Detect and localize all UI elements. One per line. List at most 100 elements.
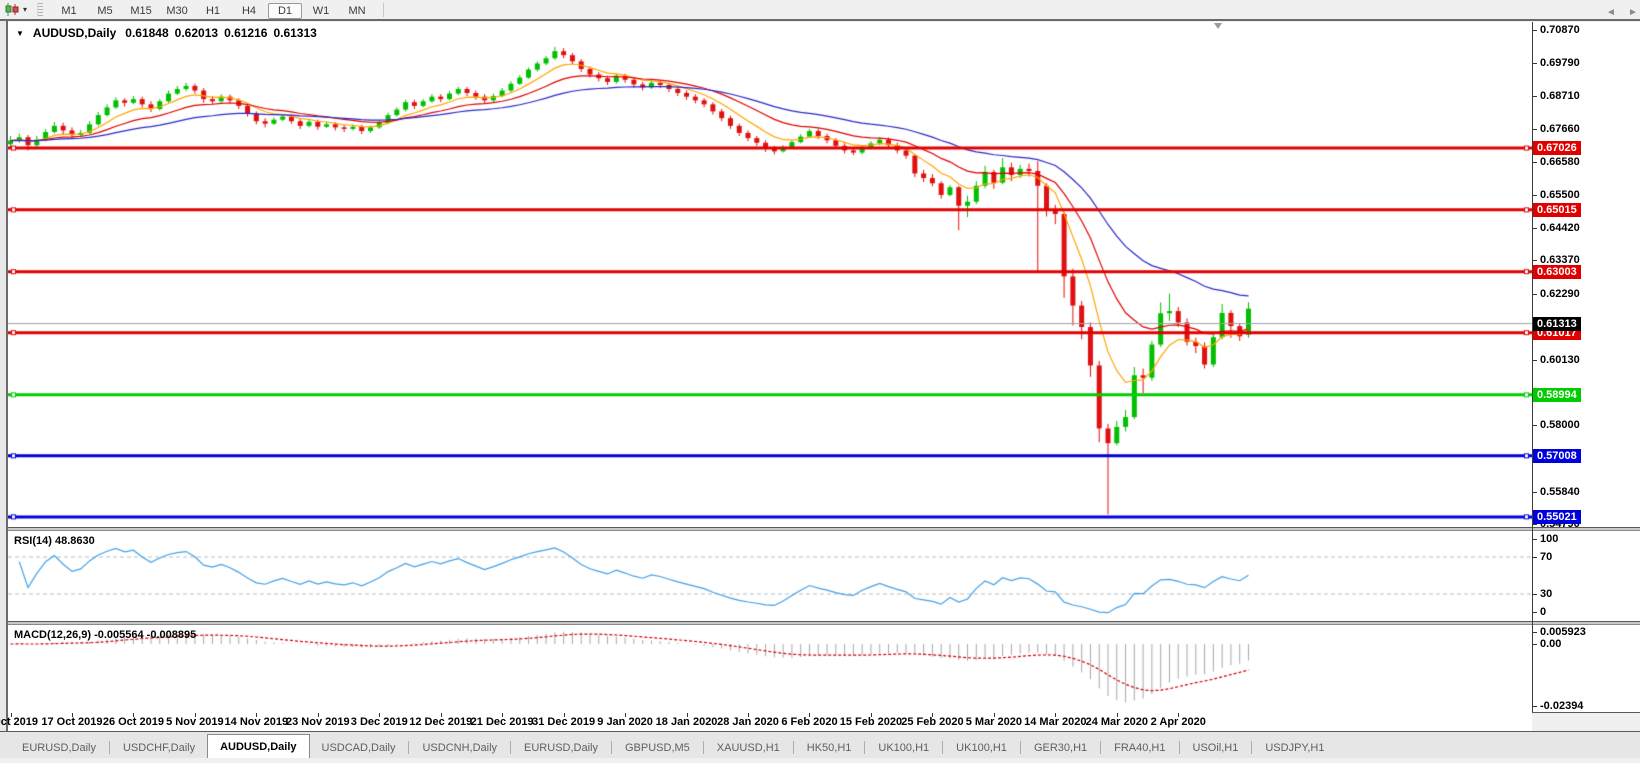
window-border-top: [0, 19, 1640, 21]
tab-separator: [1019, 741, 1021, 754]
time-axis-label: 14 Nov 2019: [224, 716, 289, 728]
time-axis-label: 15 Feb 2020: [839, 716, 903, 728]
timeframe-button-m5[interactable]: M5: [97, 4, 113, 17]
tab-usdchf-daily[interactable]: USDCHF,Daily: [122, 741, 196, 754]
price-tick: [1532, 128, 1537, 130]
price-level-tag: 0.58994: [1533, 387, 1581, 402]
tab-scroll-left-icon[interactable]: ◄: [1606, 7, 1616, 18]
time-axis-label: 12 Dec 2019: [409, 716, 473, 728]
time-tick: [686, 713, 688, 717]
time-tick: [932, 713, 934, 717]
time-tick: [502, 713, 504, 717]
tab-separator: [611, 741, 612, 754]
timeframe-button-d1[interactable]: D1: [268, 2, 303, 19]
timeframe-button-w1[interactable]: W1: [312, 4, 330, 17]
time-tick: [870, 713, 872, 717]
tab-usdcnh-daily[interactable]: USDCNH,Daily: [422, 741, 498, 754]
symbol-tabbar: EURUSD,Daily USDCHF,Daily AUDUSD,Daily USDC…: [0, 732, 1640, 758]
price-tick: [1532, 523, 1537, 525]
chart-ohlc-readout: 0.61848 0.62013 0.61216 0.61313: [125, 26, 317, 40]
time-tick: [625, 713, 627, 717]
price-level-tag: 0.67026: [1533, 141, 1581, 156]
tab-separator: [864, 741, 866, 754]
macd-canvas[interactable]: [8, 625, 1532, 712]
tab-scroll-right-icon[interactable]: ►: [1628, 7, 1638, 18]
ohlc-low: 0.61216: [224, 26, 268, 40]
time-axis-label: 3 Dec 2019: [350, 716, 408, 728]
time-axis-label: 28 Jan 2020: [717, 716, 779, 728]
price-tick: [1532, 194, 1537, 196]
tab-ger30-h1[interactable]: GER30,H1: [1033, 741, 1088, 754]
timeframe-button-h1[interactable]: H1: [205, 4, 221, 17]
tab-hk50-h1[interactable]: HK50,H1: [806, 741, 852, 754]
tab-separator: [108, 741, 110, 754]
tab-separator: [942, 741, 944, 754]
time-axis[interactable]: [8, 712, 1532, 731]
main-chart-canvas[interactable]: [8, 22, 1532, 527]
price-tick: [1532, 96, 1537, 98]
time-tick: [256, 713, 258, 717]
ohlc-open: 0.61848: [125, 26, 169, 40]
price-tick-label: 0.60130: [1540, 353, 1580, 366]
timeframe-button-m30[interactable]: M30: [166, 4, 188, 17]
rsi-tick: [1532, 557, 1537, 558]
tab-separator: [510, 741, 512, 754]
price-tick-label: 0.68710: [1540, 90, 1580, 103]
price-tick: [1532, 63, 1537, 65]
macd-tick-label: -0.02394: [1540, 700, 1584, 712]
chart-menu-icon[interactable]: ▼: [16, 28, 24, 38]
tab-eurusd-daily[interactable]: EURUSD,Daily: [524, 741, 598, 754]
time-axis-label: 14 Mar 2020: [1024, 716, 1087, 728]
toolbar: ▾ M1 M5 M15 M30 H1 H4 D1 W1 MN: [0, 0, 1640, 19]
chevron-down-icon[interactable]: ▾: [23, 5, 28, 14]
timeframe-button-h4[interactable]: H4: [241, 4, 257, 17]
tab-separator: [1251, 741, 1253, 754]
timeframe-button-mn[interactable]: MN: [348, 4, 366, 17]
tab-audusd-daily[interactable]: AUDUSD,Daily: [207, 734, 310, 758]
time-axis-label: 26 Oct 2019: [102, 716, 164, 728]
tab-usoil-h1[interactable]: USOil,H1: [1192, 741, 1239, 754]
time-tick: [317, 713, 319, 717]
chart-type-tool[interactable]: ▾: [4, 3, 27, 16]
price-tick: [1532, 161, 1537, 163]
tab-separator: [792, 741, 794, 754]
panel-splitter-rsi[interactable]: [8, 527, 1640, 531]
time-axis-label: 2 Apr 2020: [1150, 716, 1206, 728]
toolbar-separator: [383, 2, 385, 17]
tab-gbpusd-m5[interactable]: GBPUSD,M5: [625, 741, 690, 754]
time-tick: [71, 713, 73, 717]
toolbar-grip[interactable]: [37, 2, 44, 17]
time-axis-label: 8 Oct 2019: [0, 716, 39, 728]
main-chart-panel: [8, 22, 1640, 527]
time-tick: [748, 713, 750, 717]
window-edge-left: [0, 19, 6, 731]
timeframe-button-m15[interactable]: M15: [130, 4, 152, 17]
tab-usdjpy-h1[interactable]: USDJPY,H1: [1265, 741, 1325, 754]
panel-splitter-macd[interactable]: [8, 621, 1640, 625]
price-tick-label: 0.65500: [1540, 188, 1580, 201]
ohlc-high: 0.62013: [174, 26, 219, 40]
tab-usdcad-daily[interactable]: USDCAD,Daily: [321, 741, 396, 754]
time-axis-label: 5 Mar 2020: [965, 716, 1022, 728]
rsi-tick-label: 30: [1540, 588, 1553, 600]
status-strip: [0, 758, 1640, 763]
rsi-panel: [8, 531, 1640, 621]
tab-fra40-h1[interactable]: FRA40,H1: [1114, 741, 1166, 754]
price-tick: [1532, 491, 1537, 493]
chart-title: ▼ AUDUSD,Daily 0.61848 0.62013 0.61216 0…: [16, 26, 317, 40]
macd-tick-label: 0.00: [1540, 638, 1562, 650]
tab-uk100-h1[interactable]: UK100,H1: [878, 741, 930, 754]
rsi-tick-label: 0: [1540, 606, 1547, 618]
timeframe-button-m1[interactable]: M1: [61, 4, 77, 17]
tab-uk100-h1[interactable]: UK100,H1: [956, 741, 1007, 754]
tab-eurusd-daily[interactable]: EURUSD,Daily: [22, 741, 96, 754]
time-axis-label: 23 Nov 2019: [285, 716, 350, 728]
rsi-canvas[interactable]: [8, 531, 1532, 621]
rsi-tick-label: 70: [1540, 551, 1553, 563]
tab-xauusd-h1[interactable]: XAUUSD,H1: [716, 741, 780, 754]
chart-shift-marker-icon[interactable]: [1214, 23, 1222, 29]
chart-symbol-period: AUDUSD,Daily: [32, 26, 117, 40]
price-tick: [1532, 260, 1537, 262]
rsi-tick: [1532, 612, 1537, 613]
